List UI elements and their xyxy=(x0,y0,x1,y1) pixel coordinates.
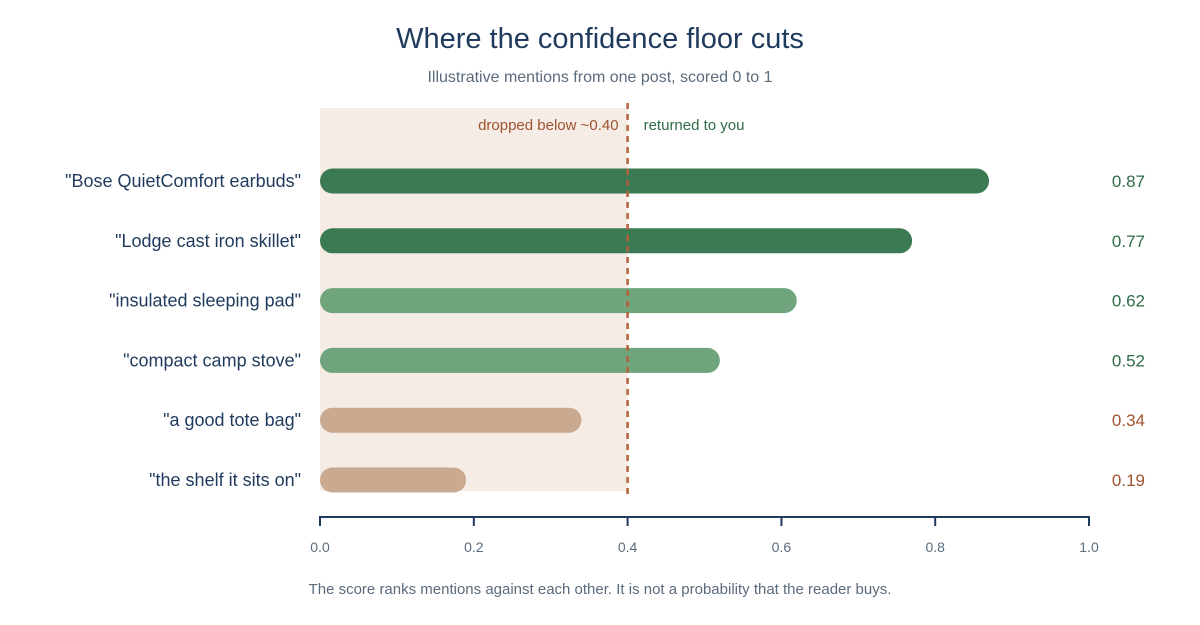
chart-title: Where the confidence floor cuts xyxy=(396,23,804,55)
category-label: "Lodge cast iron skillet" xyxy=(115,231,301,251)
value-label: 0.87 xyxy=(1112,172,1145,191)
x-tick-label: 0.0 xyxy=(310,539,330,555)
threshold-left-label: dropped below ~0.40 xyxy=(478,117,619,134)
bar xyxy=(320,407,582,433)
bar xyxy=(320,228,913,254)
x-tick-label: 0.8 xyxy=(925,539,945,555)
category-label: "insulated sleeping pad" xyxy=(109,291,301,311)
bar xyxy=(320,168,990,194)
x-tick-label: 0.6 xyxy=(772,539,792,555)
category-label: "the shelf it sits on" xyxy=(149,470,301,490)
category-label: "compact camp stove" xyxy=(123,350,301,370)
bar xyxy=(320,467,467,493)
value-label: 0.77 xyxy=(1112,232,1145,251)
threshold-right-label: returned to you xyxy=(644,117,745,134)
value-label: 0.52 xyxy=(1112,351,1145,370)
x-tick-label: 0.2 xyxy=(464,539,484,555)
x-tick-label: 1.0 xyxy=(1079,539,1099,555)
category-label: "Bose QuietComfort earbuds" xyxy=(65,171,301,191)
x-tick-label: 0.4 xyxy=(618,539,638,555)
value-label: 0.34 xyxy=(1112,411,1145,430)
chart-subtitle: Illustrative mentions from one post, sco… xyxy=(427,69,772,86)
value-label: 0.19 xyxy=(1112,471,1145,490)
value-label: 0.62 xyxy=(1112,292,1145,311)
bar xyxy=(320,347,720,373)
chart-footnote: The score ranks mentions against each ot… xyxy=(309,581,892,598)
category-label: "a good tote bag" xyxy=(163,410,301,430)
bar xyxy=(320,288,797,314)
